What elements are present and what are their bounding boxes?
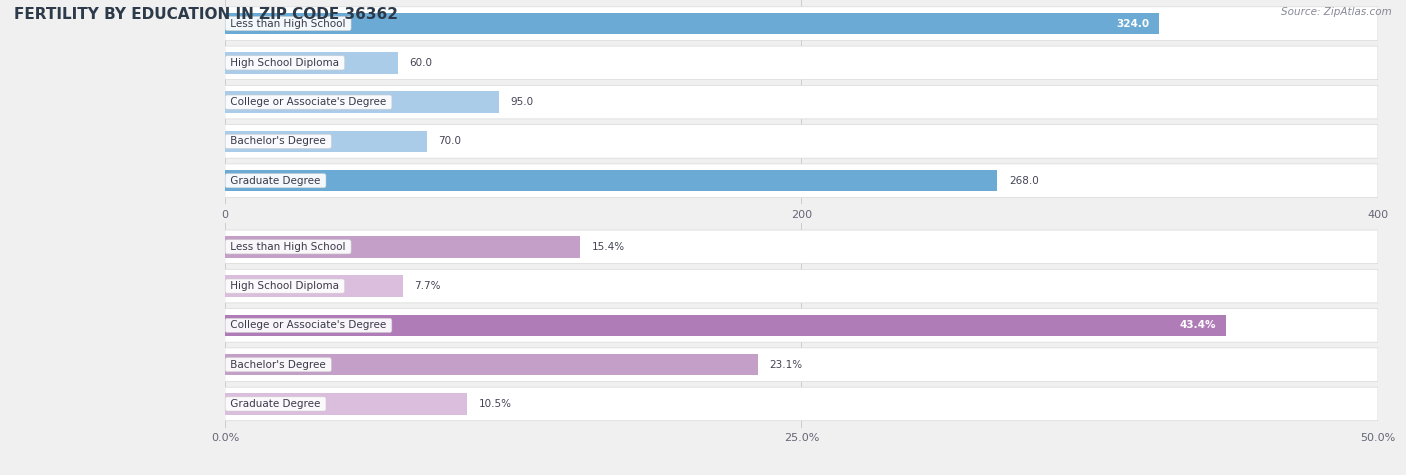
Text: Less than High School: Less than High School — [228, 19, 349, 28]
Bar — [225, 13, 1159, 34]
FancyBboxPatch shape — [225, 387, 1378, 421]
Text: Graduate Degree: Graduate Degree — [228, 176, 323, 186]
Text: Source: ZipAtlas.com: Source: ZipAtlas.com — [1281, 7, 1392, 17]
Bar — [225, 276, 402, 297]
Text: 10.5%: 10.5% — [478, 399, 512, 409]
Text: Bachelor's Degree: Bachelor's Degree — [228, 360, 329, 370]
FancyBboxPatch shape — [225, 7, 1378, 40]
Text: High School Diploma: High School Diploma — [228, 281, 343, 291]
FancyBboxPatch shape — [225, 164, 1378, 198]
Text: College or Associate's Degree: College or Associate's Degree — [228, 320, 389, 331]
Bar — [225, 52, 398, 74]
Text: 23.1%: 23.1% — [769, 360, 803, 370]
Bar — [225, 393, 467, 415]
Text: 324.0: 324.0 — [1116, 19, 1150, 28]
Text: 268.0: 268.0 — [1010, 176, 1039, 186]
FancyBboxPatch shape — [225, 124, 1378, 158]
FancyBboxPatch shape — [225, 269, 1378, 303]
FancyBboxPatch shape — [225, 309, 1378, 342]
Text: Less than High School: Less than High School — [228, 242, 349, 252]
Bar — [225, 91, 499, 113]
Bar — [225, 170, 997, 191]
Text: College or Associate's Degree: College or Associate's Degree — [228, 97, 389, 107]
Bar — [225, 314, 1226, 336]
Text: High School Diploma: High School Diploma — [228, 58, 343, 68]
FancyBboxPatch shape — [225, 230, 1378, 264]
Text: 95.0: 95.0 — [510, 97, 533, 107]
Bar — [225, 354, 758, 375]
Bar — [225, 131, 427, 152]
Text: FERTILITY BY EDUCATION IN ZIP CODE 36362: FERTILITY BY EDUCATION IN ZIP CODE 36362 — [14, 7, 398, 22]
Text: 60.0: 60.0 — [409, 58, 433, 68]
Text: 70.0: 70.0 — [439, 136, 461, 146]
Text: Bachelor's Degree: Bachelor's Degree — [228, 136, 329, 146]
Text: 15.4%: 15.4% — [592, 242, 624, 252]
FancyBboxPatch shape — [225, 348, 1378, 381]
FancyBboxPatch shape — [225, 46, 1378, 80]
Text: Graduate Degree: Graduate Degree — [228, 399, 323, 409]
Bar — [225, 236, 581, 257]
FancyBboxPatch shape — [225, 86, 1378, 119]
Text: 43.4%: 43.4% — [1180, 320, 1216, 331]
Text: 7.7%: 7.7% — [413, 281, 440, 291]
